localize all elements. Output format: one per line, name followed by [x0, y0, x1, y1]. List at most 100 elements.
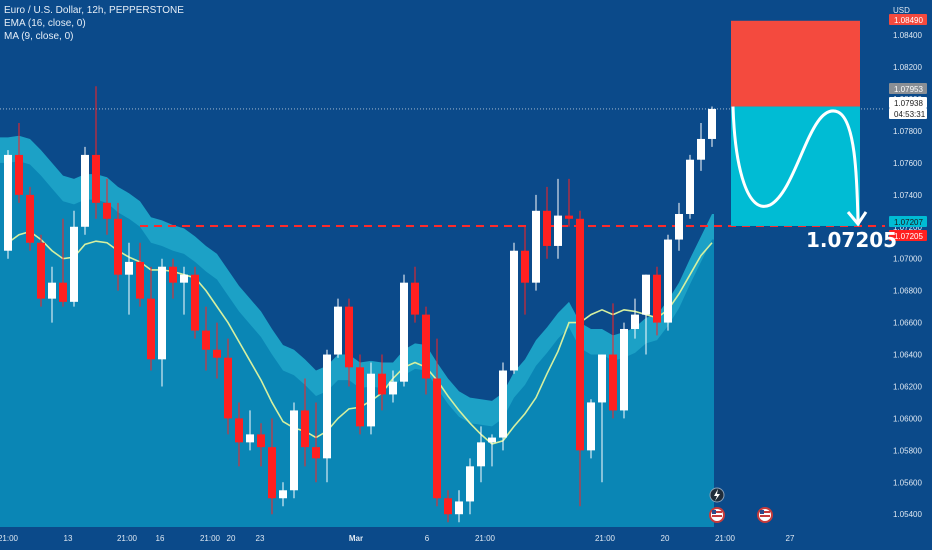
candle-body: [257, 434, 265, 448]
candle-body: [290, 410, 298, 491]
candle: [609, 303, 617, 419]
candle: [389, 370, 397, 403]
y-tick-label: 1.07400: [893, 191, 922, 200]
candle: [378, 354, 386, 411]
projection-curve: [731, 106, 860, 223]
x-tick-label: 21:00: [595, 534, 616, 543]
candle: [433, 338, 441, 507]
price-tag-last: 1.07938: [889, 97, 927, 108]
candle: [521, 226, 529, 315]
candle: [125, 242, 133, 315]
candle-body: [488, 437, 496, 443]
x-tick-label: 27: [786, 534, 795, 543]
candle-body: [147, 298, 155, 360]
candle-body: [576, 218, 584, 451]
time-axis[interactable]: 21:00 13 21:00 16 21:00 20 23 Mar 6 21:00 21:00 20 2…: [0, 530, 932, 550]
candle: [345, 298, 353, 387]
candle: [312, 402, 320, 483]
price-tag-label: 1.07938: [894, 99, 923, 108]
candles: [4, 86, 716, 523]
candle: [664, 234, 672, 331]
candle: [422, 306, 430, 395]
price-axis[interactable]: USD1.084001.082001.080001.078001.076001.…: [893, 6, 922, 519]
candle: [257, 423, 265, 467]
candle-body: [191, 274, 199, 331]
x-tick-label: 6: [425, 534, 430, 543]
lightning-icon[interactable]: [709, 487, 725, 503]
x-tick-label: 20: [227, 534, 236, 543]
candle: [103, 178, 111, 235]
chart-legend: Euro / U.S. Dollar, 12h, PEPPERSTONE EMA…: [4, 4, 184, 43]
currency-label: USD: [893, 6, 910, 15]
price-tag-high: 1.07953: [889, 83, 927, 94]
candle-body: [125, 261, 133, 275]
candle: [213, 322, 221, 379]
ema-indicator-label[interactable]: EMA (16, close, 0): [4, 18, 86, 29]
candle: [554, 178, 562, 259]
y-tick-label: 1.07000: [893, 255, 922, 264]
candle-body: [15, 154, 23, 195]
candle: [70, 210, 78, 307]
candle-body: [323, 354, 331, 459]
candle-body: [4, 154, 12, 251]
candle-body: [367, 373, 375, 427]
candle-body: [312, 447, 320, 459]
candle-body: [213, 349, 221, 358]
candle-body: [411, 282, 419, 315]
candle: [510, 242, 518, 374]
candle: [202, 306, 210, 371]
candle-body: [81, 154, 89, 227]
x-tick-label: 23: [256, 534, 265, 543]
candle-body: [532, 210, 540, 283]
candle: [158, 258, 166, 387]
candle: [367, 362, 375, 435]
price-tag-label: 1.08490: [894, 16, 923, 25]
candle: [169, 258, 177, 299]
candle-body: [554, 215, 562, 246]
symbol-title[interactable]: Euro / U.S. Dollar, 12h, PEPPERSTONE: [4, 5, 184, 16]
candle: [356, 354, 364, 435]
candle: [576, 210, 584, 507]
candle-body: [70, 226, 78, 302]
candle-body: [224, 357, 232, 419]
candle-body: [477, 442, 485, 467]
candle: [268, 418, 276, 515]
price-tag-bg: [889, 83, 927, 94]
candle: [136, 242, 144, 307]
candle: [444, 490, 452, 523]
y-tick-label: 1.07200: [893, 223, 922, 232]
candle-body: [708, 108, 716, 139]
candle-body: [26, 194, 34, 243]
candle: [631, 298, 639, 339]
candle: [565, 178, 573, 227]
price-tag-bg: [889, 97, 927, 108]
candle-body: [631, 314, 639, 329]
candle-body: [466, 466, 474, 502]
event-icons[interactable]: [709, 487, 773, 523]
x-tick-label: 13: [64, 534, 73, 543]
price-tag-countdown: 04:53:31: [889, 108, 927, 119]
candle-body: [499, 370, 507, 438]
candle: [246, 410, 254, 451]
candle-body: [356, 367, 364, 427]
candle: [147, 266, 155, 371]
candle-body: [59, 282, 67, 302]
candle-body: [158, 266, 166, 360]
candle: [488, 434, 496, 467]
trade-zones[interactable]: [731, 20, 868, 227]
candle: [224, 338, 232, 435]
candle-body: [180, 274, 188, 283]
us-flag-icon-2[interactable]: [757, 507, 773, 523]
candle-body: [279, 490, 287, 499]
us-flag-icon[interactable]: [709, 507, 725, 523]
candle-body: [136, 261, 144, 299]
ma-indicator-label[interactable]: MA (9, close, 0): [4, 31, 74, 42]
price-tag-bg: [889, 230, 927, 241]
candle-body: [697, 138, 705, 160]
price-tag-bg: [889, 108, 927, 119]
x-tick-label: 21:00: [475, 534, 496, 543]
candle: [26, 186, 34, 251]
candle-body: [48, 282, 56, 299]
stop-loss-zone: [731, 20, 860, 107]
